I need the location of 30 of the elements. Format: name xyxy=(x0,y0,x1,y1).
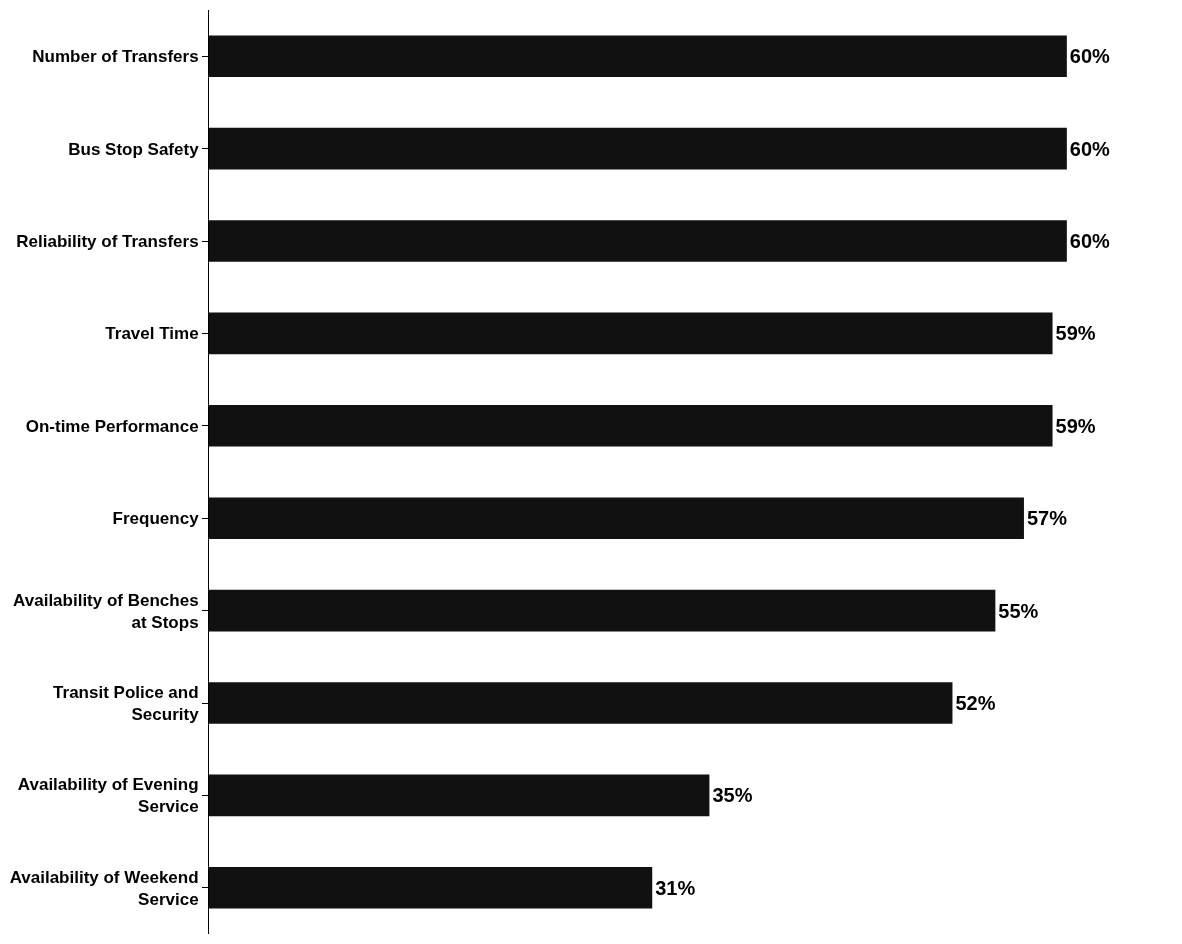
y-tick-label: Bus Stop Safety xyxy=(68,139,200,159)
bar xyxy=(209,35,1067,77)
data-label: 35% xyxy=(712,784,753,807)
data-label: 52% xyxy=(955,692,996,714)
data-label: 59% xyxy=(1055,414,1096,437)
y-tick-label: Transit Police and Security xyxy=(53,682,200,724)
bar xyxy=(209,867,653,909)
data-label: 60% xyxy=(1069,137,1111,160)
y-tick-label: Number of Transfers xyxy=(32,47,199,67)
data-label: 60% xyxy=(1069,45,1111,68)
y-tick-label: On-time Performance xyxy=(25,416,199,436)
bar xyxy=(209,682,953,724)
bar xyxy=(209,127,1067,170)
bar xyxy=(209,497,1024,539)
y-tick-label: Frequency xyxy=(112,509,200,529)
y-tick-label: Availability of Weekend Service xyxy=(9,867,199,909)
bar xyxy=(209,589,996,632)
data-label: 59% xyxy=(1055,322,1096,345)
data-label: 57% xyxy=(1026,507,1068,530)
data-label: 31% xyxy=(655,876,696,899)
data-label: 60% xyxy=(1069,230,1111,252)
y-tick-label: Availability of Benches at Stops xyxy=(13,590,199,632)
bar xyxy=(209,774,710,817)
bar xyxy=(209,312,1053,355)
y-tick-label: Travel Time xyxy=(105,324,199,344)
data-label: 55% xyxy=(998,599,1039,622)
bar xyxy=(209,405,1053,447)
y-tick-label: Reliability of Transfers xyxy=(16,231,199,251)
bar xyxy=(209,220,1067,262)
y-tick-label: Availability of Evening Service xyxy=(17,775,199,817)
